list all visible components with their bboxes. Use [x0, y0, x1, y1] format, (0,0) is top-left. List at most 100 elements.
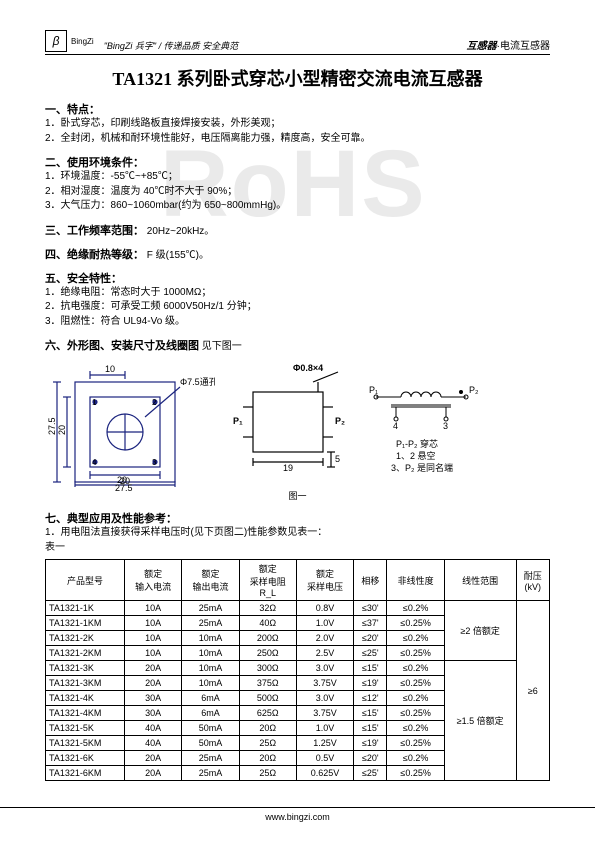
table-cell: 25mA — [182, 766, 239, 781]
p2-label: P₂ — [335, 416, 345, 426]
section-3-heading: 三、工作频率范围： — [45, 225, 144, 237]
table-cell: 10A — [125, 646, 182, 661]
outline-top-view: 10 Φ7.5通孔 20 1 2 3 4 20 27.5 20 — [45, 357, 215, 487]
table-cell: 625Ω — [239, 706, 296, 721]
table-header-cell: 额定输出电流 — [182, 560, 239, 601]
logo: β BingZi — [45, 30, 94, 52]
table-cell: 40A — [125, 721, 182, 736]
pin-num: 2 — [152, 398, 157, 407]
table-cell: 32Ω — [239, 601, 296, 616]
table-cell: ≤0.25% — [387, 736, 444, 751]
page-header: β BingZi "BingZi 兵字" / 传递品质 安全典范 互感器·电流互… — [45, 30, 550, 55]
table-cell: 50mA — [182, 736, 239, 751]
table-header-cell: 线性范围 — [444, 560, 516, 601]
list-item: 1．环境温度：-55℃~+85℃； — [45, 170, 550, 185]
section-2-list: 1．环境温度：-55℃~+85℃； 2．相对湿度：温度为 40℃时不大于 90%… — [45, 170, 550, 214]
p1-label: P₁ — [369, 385, 378, 395]
table-cell: ≤15' — [354, 706, 387, 721]
table-cell: 250Ω — [239, 646, 296, 661]
table-row: TA1321-1K10A25mA32Ω0.8V≤30'≤0.2%≥2 倍额定≥6 — [46, 601, 550, 616]
table-cell: 20Ω — [239, 721, 296, 736]
list-item: 3．阻燃性：符合 UL94-Vo 级。 — [45, 315, 550, 330]
table-cell: 1.0V — [296, 721, 353, 736]
spec-table: 产品型号额定输入电流额定输出电流额定采样电阻R_L额定采样电压相移非线性度线性范… — [45, 559, 550, 781]
pin-num: 1 — [92, 398, 97, 407]
table-cell: TA1321-2K — [46, 631, 125, 646]
list-item: 3．大气压力：860~1060mbar(约为 650~800mmHg)。 — [45, 199, 550, 214]
table-cell: ≤0.25% — [387, 766, 444, 781]
table-cell: 3.0V — [296, 691, 353, 706]
table-cell: 0.625V — [296, 766, 353, 781]
table-cell: 6mA — [182, 691, 239, 706]
table-cell: 2.0V — [296, 631, 353, 646]
table-cell: ≥6 — [516, 601, 549, 781]
table-cell: TA1321-1K — [46, 601, 125, 616]
table-cell: 25Ω — [239, 766, 296, 781]
table-cell: 10A — [125, 616, 182, 631]
table-cell: 200Ω — [239, 631, 296, 646]
table-cell: 40Ω — [239, 616, 296, 631]
table-cell: ≤0.2% — [387, 751, 444, 766]
table-cell: 20A — [125, 661, 182, 676]
table-header-cell: 额定输入电流 — [125, 560, 182, 601]
table-cell: 25mA — [182, 616, 239, 631]
list-item: 2．抗电强度：可承受工频 6000V50Hz/1 分钟； — [45, 300, 550, 315]
table-cell: 3.75V — [296, 706, 353, 721]
table-cell: 10A — [125, 601, 182, 616]
table-cell: 30A — [125, 706, 182, 721]
table-label: 表一 — [45, 541, 550, 556]
table-cell: ≤30' — [354, 601, 387, 616]
dim-label: 20 — [57, 425, 67, 435]
list-item: 1．卧式穿芯，印刷线路板直接焊接安装，外形美观； — [45, 117, 550, 132]
section-4-text: F 级(155℃)。 — [147, 250, 209, 261]
table-header-cell: 耐压(kV) — [516, 560, 549, 601]
page-footer: www.bingzi.com — [0, 807, 595, 822]
table-cell: TA1321-4KM — [46, 706, 125, 721]
table-header-cell: 产品型号 — [46, 560, 125, 601]
spec-table-body: TA1321-1K10A25mA32Ω0.8V≤30'≤0.2%≥2 倍额定≥6… — [46, 601, 550, 781]
p1-label: P₁ — [233, 416, 243, 426]
table-cell: 500Ω — [239, 691, 296, 706]
page-title: TA1321 系列卧式穿芯小型精密交流电流互感器 — [45, 65, 550, 91]
table-cell: TA1321-4K — [46, 691, 125, 706]
table-cell: 10mA — [182, 676, 239, 691]
table-cell: 6mA — [182, 706, 239, 721]
section-6-heading: 六、外形图、安装尺寸及线圈图 — [45, 340, 199, 352]
table-cell: 25Ω — [239, 736, 296, 751]
table-cell: 40A — [125, 736, 182, 751]
table-cell: ≤15' — [354, 721, 387, 736]
table-cell: TA1321-5K — [46, 721, 125, 736]
table-cell: ≤0.25% — [387, 676, 444, 691]
table-cell: TA1321-6KM — [46, 766, 125, 781]
table-cell: ≤0.25% — [387, 706, 444, 721]
table-cell: 1.0V — [296, 616, 353, 631]
table-cell: TA1321-3KM — [46, 676, 125, 691]
list-item: 2．全封闭，机械和耐环境性能好，电压隔离能力强，精度高，安全可靠。 — [45, 132, 550, 147]
table-cell: 30A — [125, 691, 182, 706]
table-cell: 0.8V — [296, 601, 353, 616]
outline-side-view: P₁ P₂ 19 5 Φ0.8×4 — [223, 357, 353, 487]
table-header-cell: 相移 — [354, 560, 387, 601]
pin-dia-label: Φ0.8×4 — [293, 363, 323, 373]
table-cell: ≤20' — [354, 631, 387, 646]
circuit-note: P₁-P₂ 穿芯 — [396, 438, 438, 449]
diagram-row: 10 Φ7.5通孔 20 1 2 3 4 20 27.5 20 P₁ P₂ — [45, 357, 550, 487]
table-cell: 20Ω — [239, 751, 296, 766]
table-cell: TA1321-5KM — [46, 736, 125, 751]
table-cell: TA1321-6K — [46, 751, 125, 766]
circuit-schematic: P₁ P₂ 4 3 P₁-P₂ 穿芯 1、2 悬空 3、P₂ 是同名端 — [361, 357, 501, 487]
p2-label: P₂ — [469, 385, 479, 395]
circuit-pin: 4 — [393, 421, 398, 431]
dim-label: 10 — [105, 364, 115, 374]
table-cell: TA1321-1KM — [46, 616, 125, 631]
table-row: TA1321-3K20A10mA300Ω3.0V≤15'≤0.2%≥1.5 倍额… — [46, 661, 550, 676]
table-cell: 10mA — [182, 631, 239, 646]
table-cell: 375Ω — [239, 676, 296, 691]
circuit-note: 1、2 悬空 — [396, 450, 436, 461]
dim-label: 27.5 — [47, 417, 57, 435]
table-cell: 20A — [125, 676, 182, 691]
header-slogan: "BingZi 兵字" / 传递品质 安全典范 — [104, 39, 467, 52]
table-cell: TA1321-3K — [46, 661, 125, 676]
table-cell: ≤25' — [354, 646, 387, 661]
logo-text: BingZi — [71, 37, 94, 46]
